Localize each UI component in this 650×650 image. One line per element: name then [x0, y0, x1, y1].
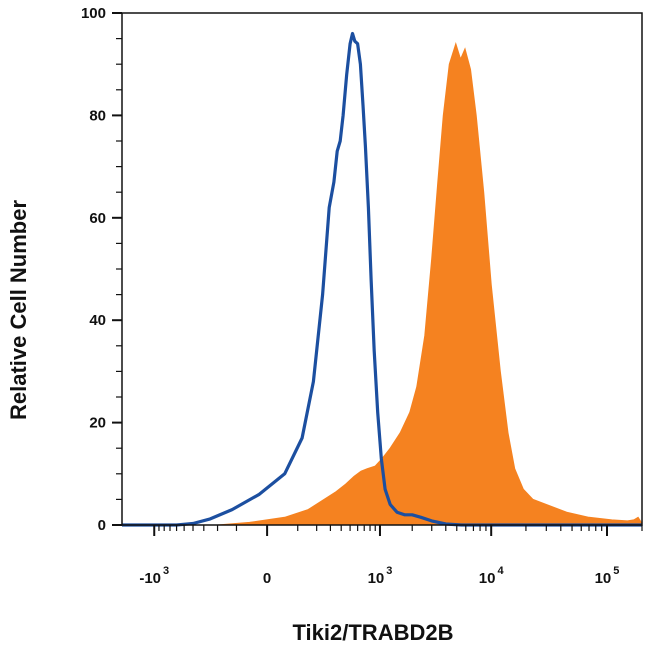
series-layer — [122, 31, 643, 527]
y-axis: 0 20 40 60 80 100 — [81, 5, 122, 534]
y-tick-label: 80 — [89, 107, 106, 124]
histogram-filled-series — [122, 42, 643, 526]
plot-area — [121, 12, 643, 527]
y-tick-label: 60 — [89, 210, 106, 227]
y-tick-label: 20 — [89, 415, 106, 432]
x-tick-label: -10 3 — [139, 565, 169, 587]
y-tick-label: 40 — [89, 312, 106, 329]
x-tick-label: 10 4 — [479, 565, 505, 587]
y-axis-title: Relative Cell Number — [6, 200, 31, 421]
x-axis: -10 3 0 10 3 10 4 10 5 — [139, 525, 643, 587]
x-tick-label: 10 5 — [595, 565, 620, 587]
y-tick-label: 0 — [98, 517, 106, 534]
y-tick-label: 100 — [81, 5, 106, 22]
x-tick-label: 10 3 — [368, 565, 393, 587]
histogram-line-series — [122, 31, 642, 527]
x-tick-label: 0 — [263, 570, 271, 587]
x-axis-title: Tiki2/TRABD2B — [293, 620, 454, 645]
